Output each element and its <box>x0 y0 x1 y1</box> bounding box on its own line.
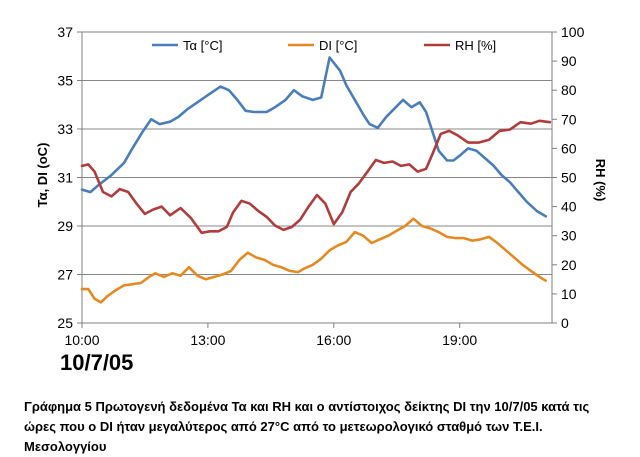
right-tick-label: 40 <box>561 199 577 215</box>
right-tick-label: 100 <box>561 24 585 40</box>
left-tick-label: 35 <box>57 73 73 89</box>
x-axis-ticks: 10:00 13:00 16:00 19:00 <box>64 323 477 348</box>
left-tick-label: 29 <box>57 218 73 234</box>
left-tick-label: 37 <box>57 24 73 40</box>
chart: 25 27 29 31 33 35 37 0 10 20 30 40 50 60 70 80 90 100 10… <box>35 24 608 375</box>
series-line-0 <box>80 56 548 218</box>
x-tick-label: 13:00 <box>190 332 225 348</box>
legend-label: Τα [°C] <box>183 38 222 53</box>
left-tick-label: 31 <box>57 170 73 186</box>
left-tick-label: 27 <box>57 267 73 283</box>
left-axis-ticks: 25 27 29 31 33 35 37 <box>57 24 82 331</box>
date-label: 10/7/05 <box>60 350 133 375</box>
right-tick-label: 0 <box>561 315 569 331</box>
left-tick-label: 25 <box>57 315 73 331</box>
right-axis-ticks: 0 10 20 30 40 50 60 70 80 90 100 <box>552 24 585 331</box>
right-tick-label: 50 <box>561 170 577 186</box>
legend: Τα [°C] DI [°C] RH [%] <box>152 38 496 53</box>
right-tick-label: 90 <box>561 53 577 69</box>
left-tick-label: 33 <box>57 121 73 137</box>
figure-caption: Γράφημα 5 Πρωτογενή δεδομένα Τα και RH κ… <box>24 399 590 454</box>
right-tick-label: 30 <box>561 228 577 244</box>
series-lines <box>80 56 552 304</box>
right-tick-label: 60 <box>561 140 577 156</box>
right-tick-label: 80 <box>561 82 577 98</box>
legend-label: DI [°C] <box>319 38 357 53</box>
right-axis-label: RH (%) <box>593 159 608 202</box>
x-tick-label: 10:00 <box>64 332 99 348</box>
gridlines <box>82 31 552 324</box>
right-tick-label: 70 <box>561 111 577 127</box>
legend-label: RH [%] <box>455 38 496 53</box>
series-line-2 <box>80 119 552 235</box>
series-line-1 <box>80 217 548 304</box>
x-tick-label: 16:00 <box>316 332 351 348</box>
right-tick-label: 10 <box>561 286 577 302</box>
right-tick-label: 20 <box>561 257 577 273</box>
x-tick-label: 19:00 <box>442 332 477 348</box>
left-axis-label: Τα, DI (oC) <box>35 143 50 208</box>
